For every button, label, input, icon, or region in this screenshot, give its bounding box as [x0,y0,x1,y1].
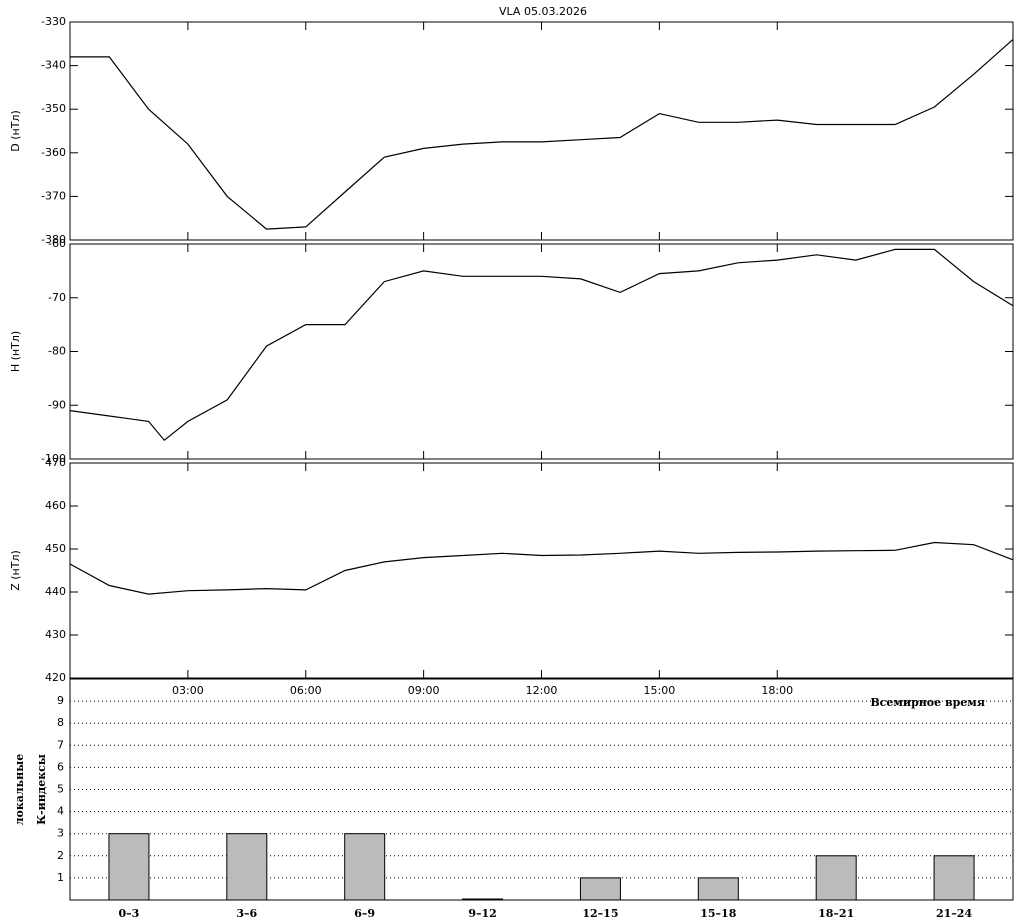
y-tick-label: 1 [57,871,64,884]
y-tick-label: -330 [41,15,66,28]
y-axis-label: локальные [13,754,26,825]
x-tick-label: 21–24 [936,907,972,920]
y-tick-label: 6 [57,760,64,773]
x-tick-label: 6–9 [354,907,375,920]
y-tick-label: -60 [48,237,66,250]
y-axis-label: D (нТл) [9,110,22,152]
y-tick-label: -360 [41,146,66,159]
y-axis-label: К-индексы [35,754,48,825]
bar [579,877,621,901]
y-tick-label: 8 [57,716,64,729]
bar [226,833,268,901]
y-tick-label: -100 [41,452,66,465]
x-tick-label: 09:00 [408,684,440,697]
bar [344,833,386,901]
y-axis-label: Z (нТл) [9,550,22,591]
data-line [69,541,1014,595]
y-tick-label: 460 [45,499,66,512]
x-tick-label: 15:00 [644,684,676,697]
y-tick-label: -80 [48,345,66,358]
y-tick-label: 420 [45,671,66,684]
y-tick-label: 7 [57,738,64,751]
bar [933,855,975,901]
x-tick-label: 12:00 [526,684,558,697]
panel-frame [69,21,1014,241]
y-tick-label: -90 [48,398,66,411]
data-line [69,248,1014,442]
x-tick-label: 0–3 [119,907,140,920]
bar [108,833,150,901]
panel-frame [69,462,1014,679]
x-tick-label: 3–6 [236,907,257,920]
y-tick-label: -70 [48,291,66,304]
y-axis-label: H (нТл) [9,331,22,372]
y-tick-label: -370 [41,189,66,202]
bar [815,855,857,901]
chart-title: VLA 05.03.2026 [499,5,587,18]
y-tick-label: 3 [57,827,64,840]
y-tick-label: 470 [45,456,66,469]
y-tick-label: -380 [41,233,66,246]
y-tick-label: 5 [57,783,64,796]
x-tick-label: 12–15 [582,907,618,920]
y-tick-label: 430 [45,628,66,641]
data-line [70,38,1014,230]
x-axis-label: Всемирное время [870,696,985,709]
bar [462,898,504,901]
x-tick-label: 9–12 [468,907,496,920]
y-tick-label: 450 [45,542,66,555]
x-tick-label: 15–18 [700,907,736,920]
y-tick-label: 9 [57,694,64,707]
x-tick-label: 18:00 [761,684,793,697]
y-tick-label: 440 [45,585,66,598]
x-tick-label: 18–21 [818,907,854,920]
x-tick-label: 06:00 [290,684,322,697]
bar [697,877,739,901]
y-tick-label: -340 [41,59,66,72]
y-tick-label: 4 [57,805,64,818]
y-tick-label: 2 [57,849,64,862]
panel-frame [69,678,1014,901]
y-tick-label: -350 [41,102,66,115]
x-tick-label: 03:00 [172,684,204,697]
